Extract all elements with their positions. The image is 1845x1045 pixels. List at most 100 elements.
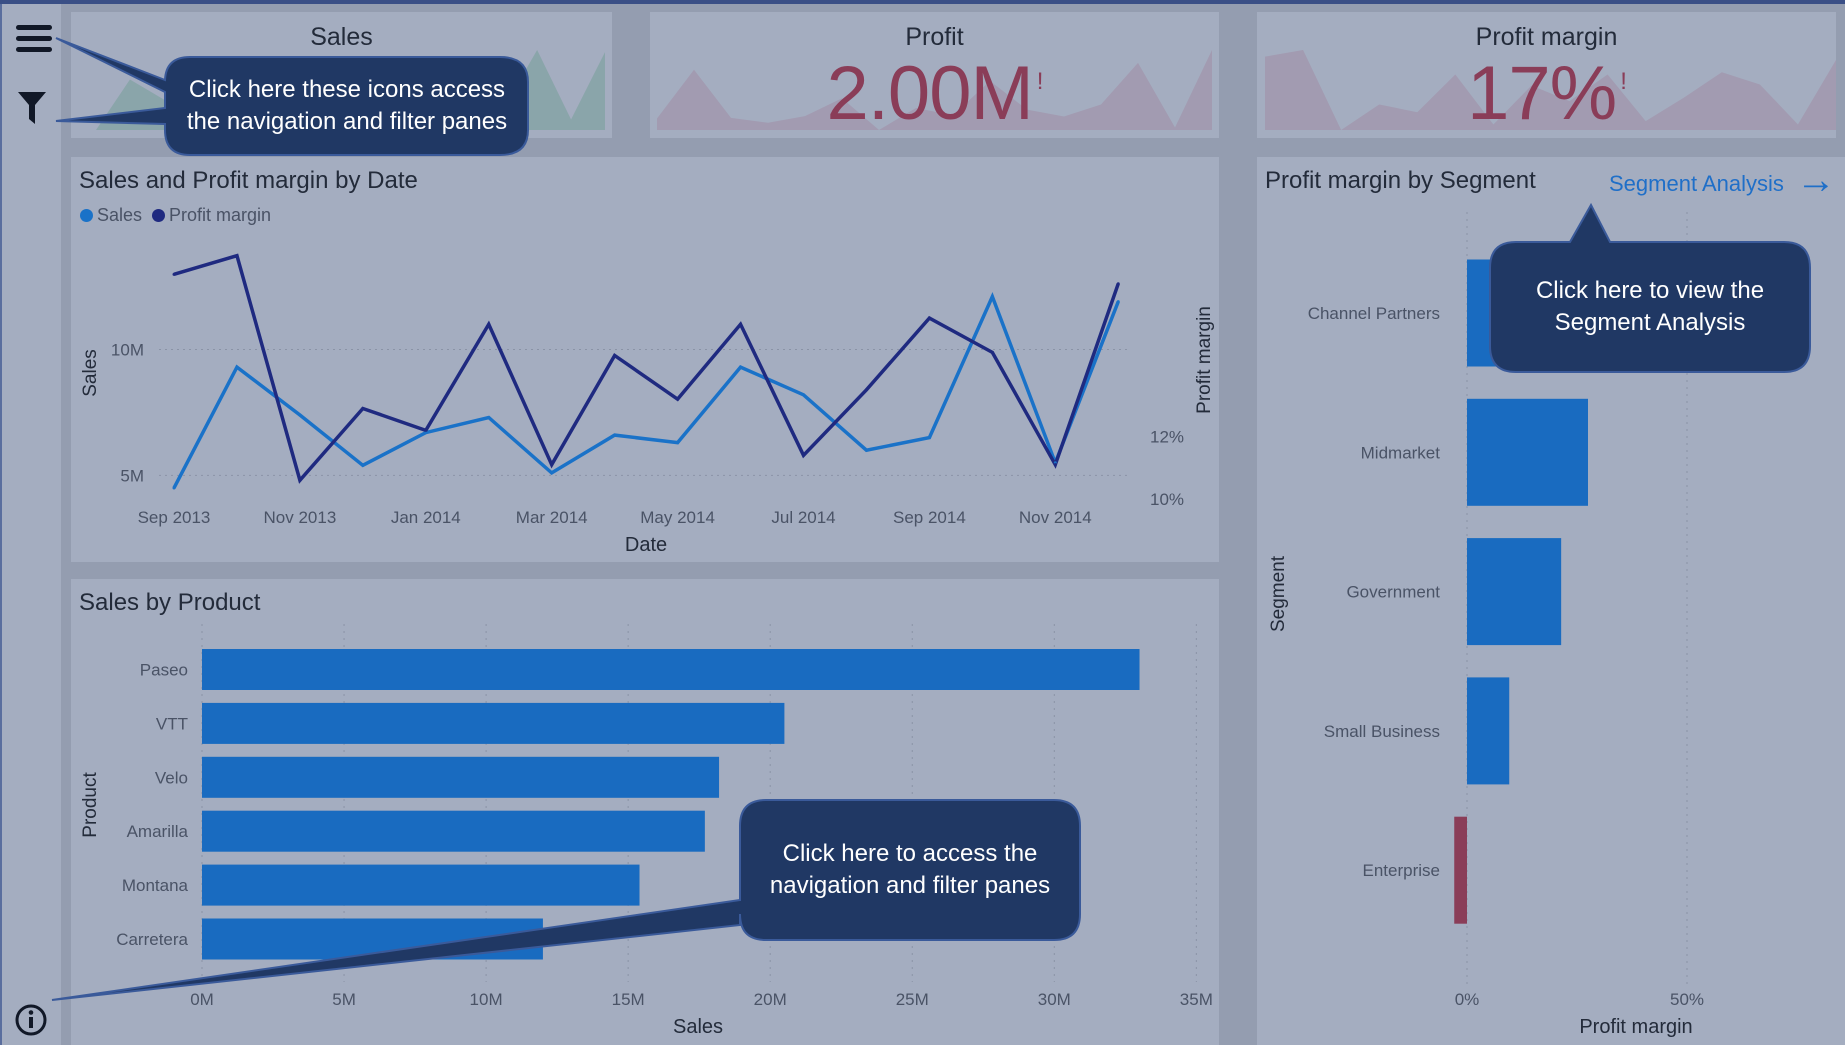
x-axis-title: Date — [625, 534, 667, 556]
point-profit-margin — [927, 316, 931, 320]
point-profit-margin — [613, 353, 617, 357]
alert-icon: ! — [1036, 68, 1044, 95]
callout-nav-filter: Click here these icons access the naviga… — [186, 76, 508, 135]
x-tick-label: May 2014 — [640, 508, 715, 527]
y2-tick-label: 12% — [1150, 428, 1184, 447]
alert-icon: ! — [1620, 68, 1627, 95]
y-axis-title: Sales — [80, 349, 101, 397]
category-label: Small Business — [1324, 722, 1440, 741]
point-sales — [298, 413, 302, 417]
y-tick-label: 5M — [120, 466, 144, 485]
x-tick-label: 0M — [190, 990, 214, 1009]
x-tick-label: 10M — [470, 990, 503, 1009]
panel-title: Sales and Profit margin by Date — [79, 167, 418, 194]
point-profit-margin — [235, 254, 239, 258]
callout-nav-filter-info: Click here to access the navigation and … — [769, 840, 1051, 899]
x-tick-label: Jan 2014 — [391, 508, 461, 527]
x-axis-title: Profit margin — [1579, 1016, 1692, 1038]
bar-enterprise — [1454, 816, 1467, 924]
x-tick-label: Sep 2014 — [893, 508, 966, 527]
category-label: Velo — [155, 768, 188, 787]
point-sales — [613, 433, 617, 437]
line-chart-legend: Sales Profit margin — [80, 205, 271, 226]
filter-icon[interactable] — [18, 92, 48, 124]
point-profit-margin — [1053, 463, 1057, 467]
legend-label: Sales — [97, 205, 143, 225]
bar-montana — [202, 864, 640, 906]
point-profit-margin — [864, 388, 868, 392]
arrow-right-icon[interactable]: → — [1796, 158, 1836, 202]
x-tick-label: 50% — [1670, 990, 1704, 1009]
category-label: Midmarket — [1361, 443, 1441, 462]
category-label: Enterprise — [1363, 861, 1440, 880]
legend-dot-sales — [80, 209, 93, 222]
point-profit-margin — [361, 407, 365, 411]
point-sales — [802, 393, 805, 397]
legend-dot-profit-margin — [152, 209, 166, 222]
kpi-value: 2.00M — [826, 51, 1034, 136]
info-icon[interactable] — [14, 1003, 48, 1037]
y2-axis-title: Profit margin — [1194, 306, 1215, 414]
kpi-value-profit-margin: 17%! — [1257, 56, 1836, 132]
x-axis-title: Sales — [673, 1016, 723, 1038]
hamburger-menu-icon[interactable] — [16, 22, 52, 56]
line-series-sales — [172, 292, 1120, 489]
point-sales — [739, 365, 743, 369]
category-label: Channel Partners — [1308, 304, 1440, 323]
bar-velo — [202, 756, 720, 798]
x-tick-label: 5M — [332, 990, 356, 1009]
category-label: Carretera — [116, 930, 188, 949]
category-label: Amarilla — [127, 822, 189, 841]
left-rail — [0, 4, 61, 1045]
point-sales — [927, 436, 931, 440]
x-tick-label: Jul 2014 — [771, 508, 835, 527]
category-label: VTT — [156, 714, 188, 733]
x-tick-label: 15M — [612, 990, 645, 1009]
panel-title: Sales by Product — [79, 589, 261, 616]
point-profit-margin — [739, 322, 743, 326]
bar-paseo — [202, 649, 1140, 690]
point-sales — [550, 471, 554, 475]
category-label: Montana — [122, 876, 189, 895]
x-tick-label: Nov 2014 — [1019, 508, 1092, 527]
bar-amarilla — [202, 810, 705, 852]
point-profit-margin — [802, 453, 805, 457]
kpi-value-profit: 2.00M! — [650, 56, 1219, 132]
kpi-title: Profit margin — [1475, 23, 1618, 51]
x-tick-label: Sep 2013 — [138, 508, 211, 527]
segment-analysis-link[interactable]: Segment Analysis — [1609, 171, 1784, 196]
point-profit-margin — [676, 397, 680, 401]
point-sales — [424, 431, 428, 435]
legend-label: Profit margin — [169, 205, 272, 225]
point-sales — [235, 365, 239, 369]
kpi-value: 17% — [1467, 51, 1617, 136]
point-sales — [361, 463, 365, 467]
point-sales — [1116, 300, 1120, 304]
x-tick-label: Mar 2014 — [516, 508, 588, 527]
point-profit-margin — [550, 463, 554, 467]
x-tick-label: 0% — [1455, 990, 1480, 1009]
window-top-border — [0, 0, 1845, 4]
y2-tick-label: 10% — [1150, 490, 1184, 509]
panel-title: Profit margin by Segment — [1265, 167, 1536, 194]
callout-segment-analysis: Click here to view the Segment Analysis — [1535, 277, 1765, 336]
point-sales — [487, 415, 491, 419]
y-axis-title: Product — [80, 772, 101, 838]
point-sales — [172, 486, 176, 490]
sparkline-profit — [657, 50, 1212, 130]
x-tick-label: 25M — [896, 990, 929, 1009]
category-label: Paseo — [140, 661, 188, 680]
line-chart-panel[interactable]: Sales and Profit margin by Date — [71, 157, 1219, 562]
line-series-profit-margin — [173, 253, 1120, 484]
bar-carretera — [202, 918, 543, 960]
point-sales — [864, 448, 868, 452]
bar-government — [1467, 538, 1562, 646]
x-tick-label: 20M — [754, 990, 787, 1009]
category-label: Government — [1346, 583, 1440, 602]
kpi-title: Profit — [905, 23, 964, 51]
y-axis-title: Segment — [1268, 555, 1289, 632]
point-sales — [990, 295, 994, 299]
x-tick-label: 30M — [1038, 990, 1071, 1009]
point-profit-margin — [298, 478, 302, 482]
point-profit-margin — [990, 350, 994, 354]
